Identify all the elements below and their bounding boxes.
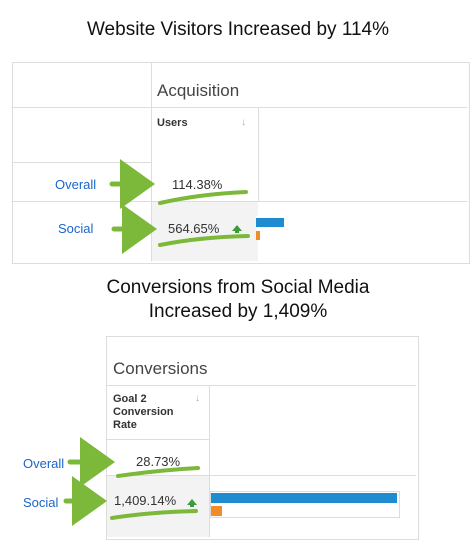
acquisition-divider-2: [258, 107, 259, 201]
users-column-header[interactable]: Users: [157, 117, 188, 129]
conversions-divider-1: [209, 385, 210, 537]
acquisition-rule-2: [13, 162, 151, 163]
conversions-rule-1: [107, 385, 416, 386]
conversions-social-bar-orange: [211, 506, 222, 516]
acquisition-social-bar-orange: [256, 231, 260, 240]
social-value-cell: [152, 202, 258, 261]
goal-rate-column-header[interactable]: Goal 2 Conversion Rate: [113, 393, 174, 432]
trend-up-icon: [187, 499, 197, 507]
conversions-social-bar-blue: [211, 493, 397, 503]
acquisition-row-social-label[interactable]: Social: [58, 221, 94, 236]
conversions-title: Conversions: [113, 359, 208, 378]
acquisition-title: Acquisition: [157, 81, 240, 100]
conversions-headline-line2: Increased by 1,409%: [148, 301, 328, 322]
underline-swoosh-icon: [110, 509, 198, 520]
conversions-overall-rate-value: 28.73%: [136, 454, 181, 469]
acquisition-panel: Acquisition Users ↓: [12, 62, 470, 264]
conversions-rule-3: [107, 475, 416, 476]
sort-arrow-icon[interactable]: ↓: [195, 393, 200, 404]
underline-swoosh-icon: [158, 190, 248, 205]
conversions-social-bar-track: [210, 491, 400, 518]
acquisition-rule-3: [13, 201, 467, 202]
visitors-headline: Website Visitors Increased by 114%: [86, 19, 390, 40]
acquisition-social-bar-track: [256, 216, 308, 240]
acquisition-rule-1: [13, 107, 467, 108]
acquisition-social-bar-blue: [256, 218, 284, 227]
acquisition-overall-users-value: 114.38%: [172, 177, 223, 192]
acquisition-row-overall-label[interactable]: Overall: [55, 177, 97, 192]
conversions-row-social-label[interactable]: Social: [23, 495, 59, 510]
conversions-row-overall-label[interactable]: Overall: [23, 456, 65, 471]
conversions-rule-2: [107, 439, 209, 440]
goal-rate-header-line2: Conversion: [113, 406, 174, 418]
acquisition-social-users-value: 564.65%: [168, 221, 220, 236]
goal-rate-header-line1: Goal 2: [113, 393, 147, 405]
underline-swoosh-icon: [158, 234, 250, 247]
conversions-social-rate-value: 1,409.14%: [114, 493, 177, 508]
sort-arrow-icon[interactable]: ↓: [241, 117, 246, 128]
conversions-headline-line1: Conversions from Social Media: [106, 277, 370, 298]
goal-rate-header-line3: Rate: [113, 419, 137, 431]
underline-swoosh-icon: [116, 466, 200, 478]
trend-up-icon: [232, 225, 242, 233]
